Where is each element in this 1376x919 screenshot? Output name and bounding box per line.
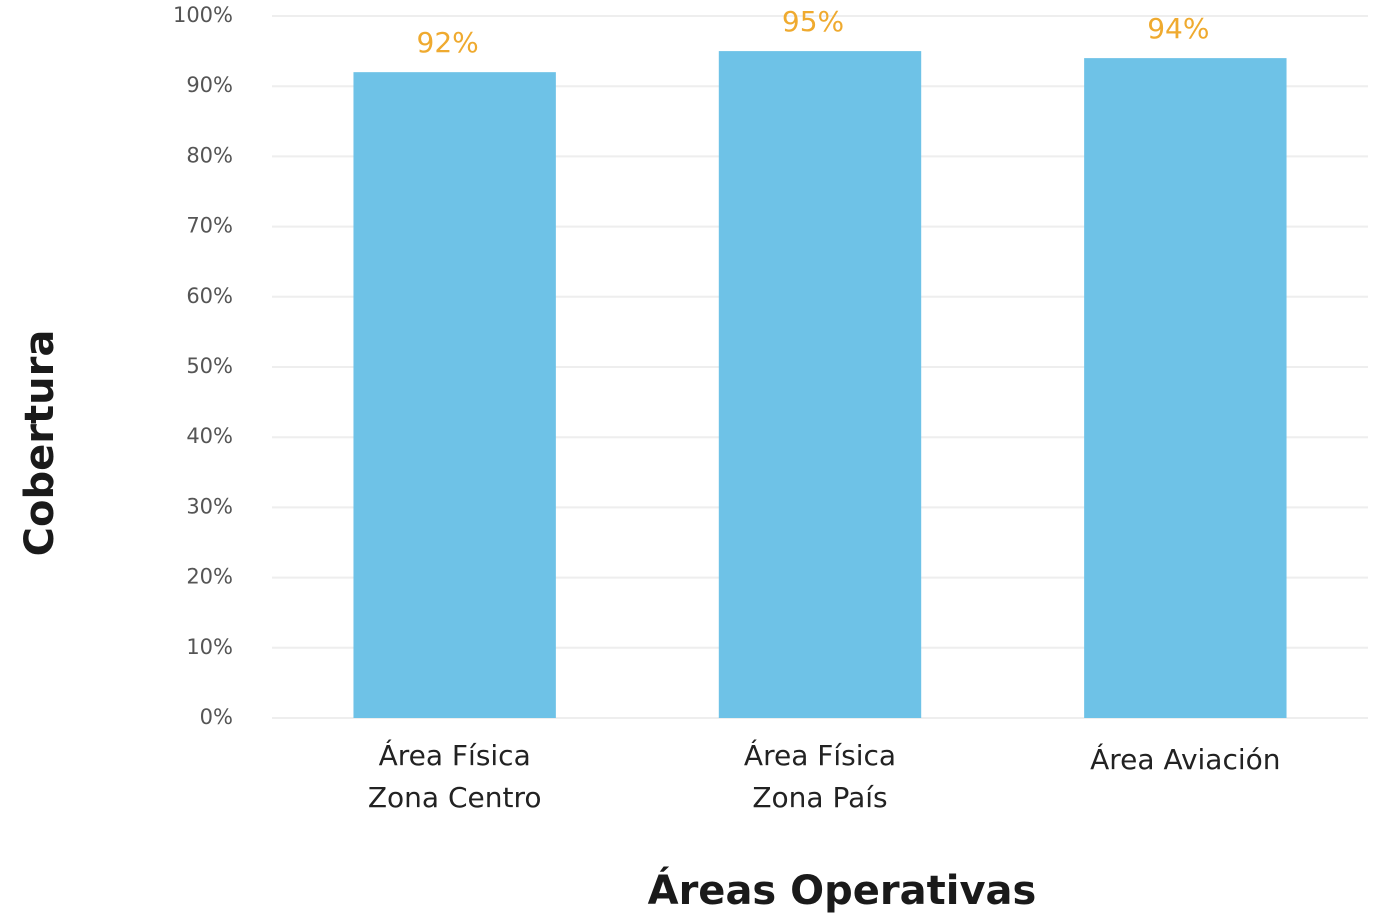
x-tick-label: Zona Centro bbox=[368, 781, 542, 814]
y-tick-label: 20% bbox=[186, 565, 233, 589]
x-tick-label: Área Física bbox=[379, 738, 531, 772]
y-tick-label: 100% bbox=[173, 3, 233, 27]
y-tick-label: 90% bbox=[186, 73, 233, 97]
value-label: 92% bbox=[417, 26, 479, 59]
y-tick-label: 10% bbox=[186, 635, 233, 659]
y-tick-label: 40% bbox=[186, 424, 233, 448]
y-tick-label: 80% bbox=[186, 143, 233, 167]
bar bbox=[718, 51, 922, 719]
value-label: 95% bbox=[782, 5, 844, 38]
bar bbox=[1084, 58, 1287, 719]
x-tick-label: Área Física bbox=[744, 738, 896, 772]
y-tick-label: 50% bbox=[186, 354, 233, 378]
value-label: 94% bbox=[1147, 12, 1209, 45]
y-tick-label: 30% bbox=[186, 494, 233, 518]
y-tick-label: 70% bbox=[186, 214, 233, 238]
x-tick-label: Área Aviación bbox=[1090, 742, 1280, 776]
bar bbox=[353, 72, 556, 718]
x-tick-label: Zona País bbox=[752, 781, 887, 814]
y-tick-label: 0% bbox=[200, 705, 233, 729]
y-tick-label: 60% bbox=[186, 284, 233, 308]
y-axis-title: Cobertura bbox=[17, 330, 63, 557]
x-axis-title: Áreas Operativas bbox=[648, 866, 1037, 914]
